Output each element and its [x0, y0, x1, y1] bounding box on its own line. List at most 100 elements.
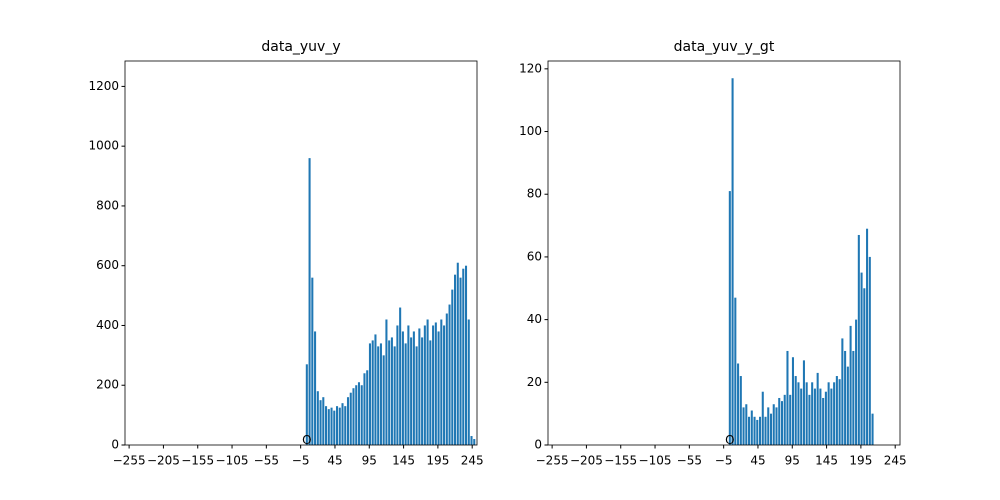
bar	[816, 372, 819, 445]
bar	[327, 409, 330, 445]
y-tick-label: 20	[527, 375, 542, 389]
bar	[772, 404, 775, 445]
bar	[335, 406, 339, 445]
bar	[407, 325, 410, 445]
bar	[739, 376, 742, 445]
bar	[308, 158, 311, 446]
bar	[464, 265, 468, 445]
x-tick-label: −55	[677, 454, 702, 468]
bar	[368, 343, 371, 445]
bar	[371, 340, 374, 445]
bar	[841, 338, 844, 445]
bar	[761, 391, 764, 445]
bar	[401, 331, 404, 445]
y-tick-label: 120	[519, 61, 542, 75]
bar	[410, 337, 413, 445]
y-tick-label: 100	[519, 124, 542, 138]
bar	[857, 234, 860, 445]
bar	[311, 277, 314, 445]
bar	[767, 407, 770, 445]
bar	[388, 340, 391, 445]
x-tick-label: 45	[327, 454, 342, 468]
bar	[415, 346, 418, 445]
annotation: O	[302, 433, 311, 447]
bar	[325, 406, 328, 445]
bar	[852, 350, 855, 445]
bar	[742, 407, 745, 445]
bar	[797, 382, 800, 445]
bar	[390, 337, 393, 445]
annotation: O	[725, 433, 734, 447]
bar	[322, 397, 325, 445]
bar	[833, 382, 836, 445]
bar	[305, 364, 308, 445]
bar	[805, 382, 808, 445]
x-tick-label: 195	[849, 454, 872, 468]
bar	[366, 370, 369, 445]
bar	[330, 407, 333, 445]
y-tick-label: 1200	[88, 79, 119, 93]
bar	[459, 277, 462, 445]
x-tick-label: −155	[181, 454, 214, 468]
y-tick-label: 800	[96, 198, 119, 212]
x-tick-label: −255	[113, 454, 146, 468]
bar	[357, 382, 361, 445]
bar	[748, 416, 751, 445]
bar	[443, 325, 446, 445]
bar	[338, 407, 341, 445]
bar	[764, 416, 767, 445]
x-tick-label: 145	[815, 454, 838, 468]
bar	[778, 397, 781, 445]
x-tick-label: −105	[639, 454, 672, 468]
x-tick-label: 45	[750, 454, 765, 468]
y-tick-label: 0	[534, 438, 542, 452]
bar	[382, 355, 385, 445]
y-tick-label: 200	[96, 378, 119, 392]
bar	[333, 410, 336, 445]
bar	[434, 322, 437, 445]
bar	[800, 388, 803, 445]
bar	[456, 262, 459, 445]
y-tick-label: 0	[111, 438, 119, 452]
x-tick-label: −205	[570, 454, 603, 468]
bar	[811, 382, 814, 445]
bar	[421, 337, 424, 445]
bar	[866, 228, 869, 445]
bar	[855, 319, 858, 445]
bar	[871, 413, 874, 445]
bar	[819, 388, 822, 445]
bar	[786, 350, 789, 445]
bar	[802, 360, 805, 445]
x-tick-label: −105	[216, 454, 249, 468]
bar	[454, 274, 457, 445]
bar	[404, 343, 407, 445]
bar	[429, 340, 432, 445]
bar	[374, 334, 377, 445]
bar	[769, 413, 773, 445]
bar	[753, 416, 756, 445]
bar	[399, 307, 402, 445]
bar	[363, 373, 366, 445]
bar	[775, 407, 778, 445]
bar	[808, 394, 811, 445]
bar	[794, 376, 797, 445]
bar	[319, 400, 322, 445]
bar	[756, 419, 759, 445]
bar	[789, 394, 792, 445]
x-tick-label: −55	[254, 454, 279, 468]
bar	[734, 297, 737, 445]
bar	[440, 319, 443, 445]
chart-title: data_yuv_y_gt	[674, 39, 775, 55]
x-tick-label: 245	[461, 454, 484, 468]
bar	[423, 325, 426, 445]
y-tick-label: 60	[527, 249, 542, 263]
bar	[737, 363, 740, 445]
bar	[385, 319, 388, 445]
x-tick-label: 95	[785, 454, 800, 468]
x-tick-label: 245	[884, 454, 907, 468]
bar	[824, 391, 827, 445]
bar	[426, 319, 429, 445]
bar	[745, 404, 748, 445]
bar	[758, 416, 762, 445]
bar	[377, 346, 380, 445]
